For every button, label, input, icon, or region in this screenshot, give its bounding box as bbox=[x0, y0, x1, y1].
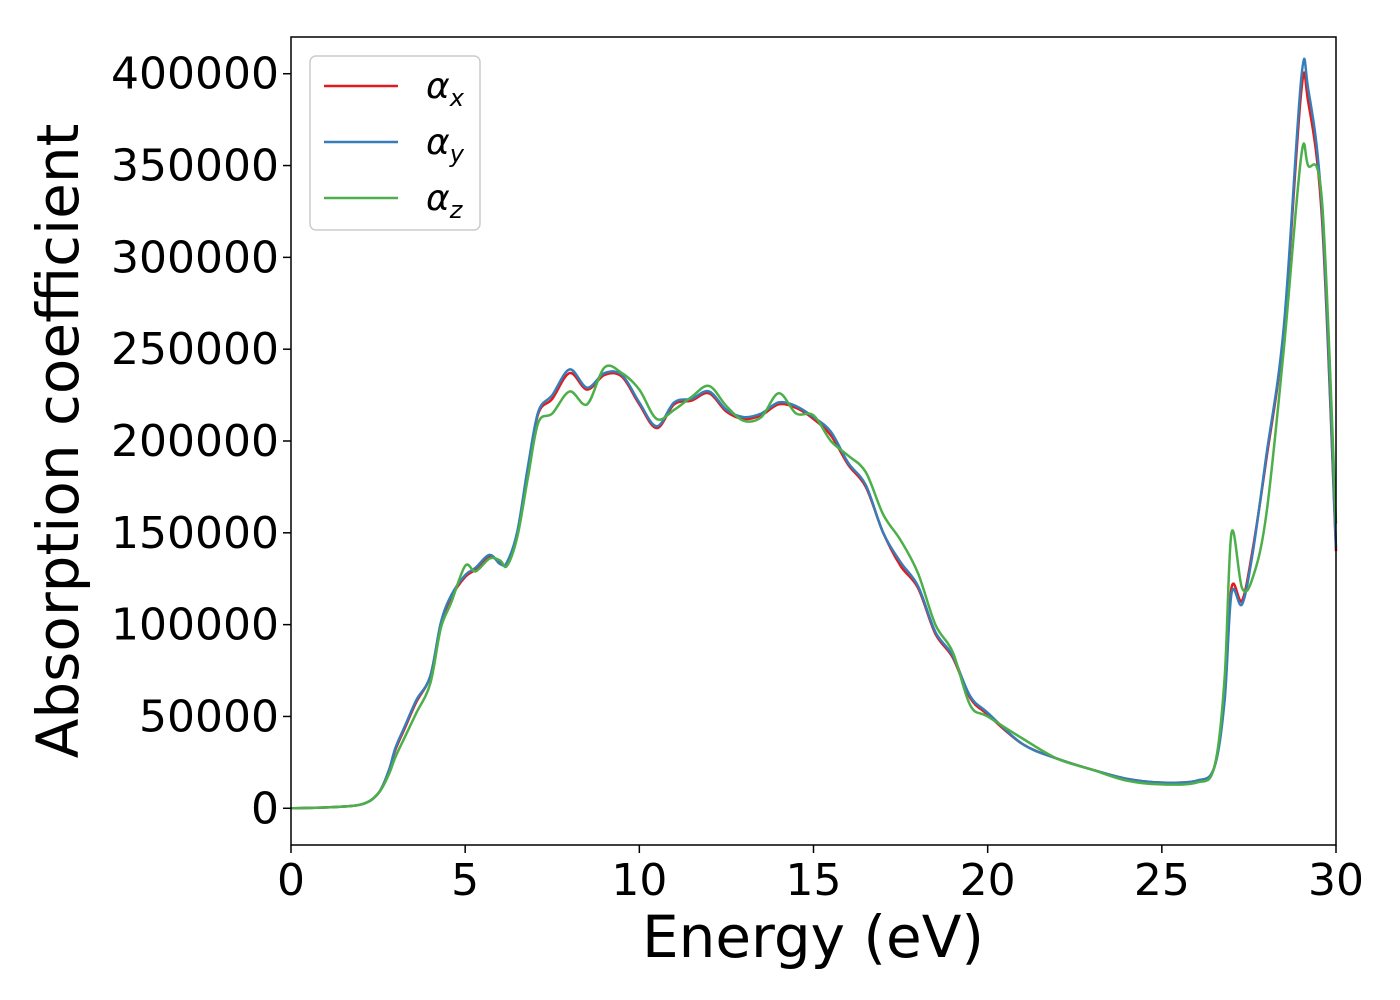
x-tick-label: 30 bbox=[1308, 855, 1364, 906]
y-tick-label: 150000 bbox=[111, 508, 279, 559]
y-axis: 0 50000 100000 150000 200000 250000 300000 3500… bbox=[111, 49, 291, 834]
x-tick-label: 10 bbox=[611, 855, 667, 906]
y-tick-label: 100000 bbox=[111, 600, 279, 651]
series-line-alpha-z bbox=[290, 142, 1338, 810]
y-tick-label: 250000 bbox=[111, 324, 279, 375]
plot-frame bbox=[290, 36, 1337, 846]
y-tick-label: 400000 bbox=[111, 49, 279, 100]
series-layer bbox=[290, 57, 1338, 810]
y-tick-label: 350000 bbox=[111, 141, 279, 192]
x-tick-label: 25 bbox=[1134, 855, 1190, 906]
x-tick-label: 5 bbox=[451, 855, 479, 906]
series-line-alpha-y bbox=[290, 57, 1338, 810]
y-tick-label: 200000 bbox=[111, 416, 279, 467]
x-tick-label: 20 bbox=[960, 855, 1016, 906]
y-tick-label: 0 bbox=[251, 783, 279, 834]
y-tick-label: 50000 bbox=[139, 691, 279, 742]
y-tick-label: 300000 bbox=[111, 232, 279, 283]
x-axis-title: Energy (eV) bbox=[642, 903, 984, 971]
x-axis: 0 5 10 15 20 25 30 bbox=[277, 845, 1364, 906]
legend-label-alpha-y: αy bbox=[426, 122, 465, 168]
x-tick-label: 15 bbox=[786, 855, 842, 906]
x-tick-label: 0 bbox=[277, 855, 305, 906]
y-axis-title: Absorption coefficient bbox=[24, 124, 92, 759]
